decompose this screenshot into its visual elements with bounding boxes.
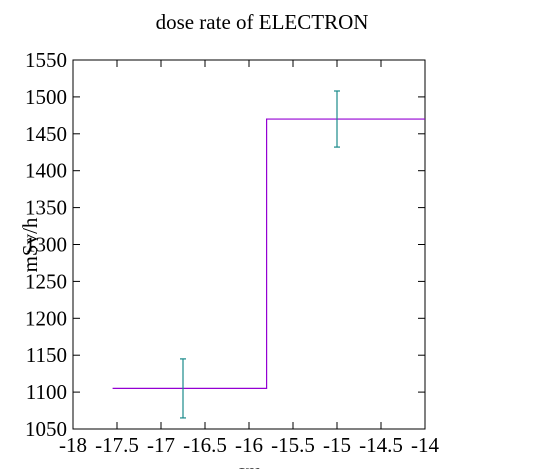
x-axis-ticks: -18 -17.5 -17 -16.5 -16 -15.5 -15 -14.5 -14	[59, 60, 439, 457]
error-bar	[334, 90, 340, 148]
plot-frame	[72, 59, 426, 430]
y-tick-label: 1550	[25, 48, 67, 72]
y-tick-label: 1500	[25, 85, 67, 109]
y-tick-label: 1350	[25, 196, 67, 220]
x-tick-label: -15	[323, 433, 351, 457]
y-tick-label: 1100	[26, 380, 67, 404]
error-bar	[180, 358, 186, 419]
x-tick-label: -17.5	[95, 433, 139, 457]
y-tick-label: 1200	[25, 306, 67, 330]
x-tick-label: -14.5	[359, 433, 403, 457]
y-tick-label: 1150	[26, 343, 67, 367]
step-series-line	[112, 118, 425, 390]
chart-title: dose rate of ELECTRON	[156, 10, 369, 34]
y-tick-label: 1450	[25, 122, 67, 146]
y-tick-label: 1250	[25, 269, 67, 293]
x-tick-label: -16	[235, 433, 263, 457]
x-axis-label: cm	[236, 459, 262, 469]
y-axis-ticks: 1050 1100 1150 1200 1250 1300 1350 1400 1450 1500…	[25, 48, 425, 441]
x-tick-label: -16.5	[183, 433, 227, 457]
x-tick-label: -15.5	[271, 433, 315, 457]
y-tick-label: 1050	[25, 417, 67, 441]
y-tick-label: 1400	[25, 159, 67, 183]
y-axis-label: mSv/h	[18, 217, 42, 272]
series-group	[112, 90, 425, 419]
y-tick-label: 1300	[25, 233, 67, 257]
x-tick-label: -14	[411, 433, 439, 457]
x-tick-label: -17	[147, 433, 175, 457]
x-tick-label: -18	[59, 433, 87, 457]
